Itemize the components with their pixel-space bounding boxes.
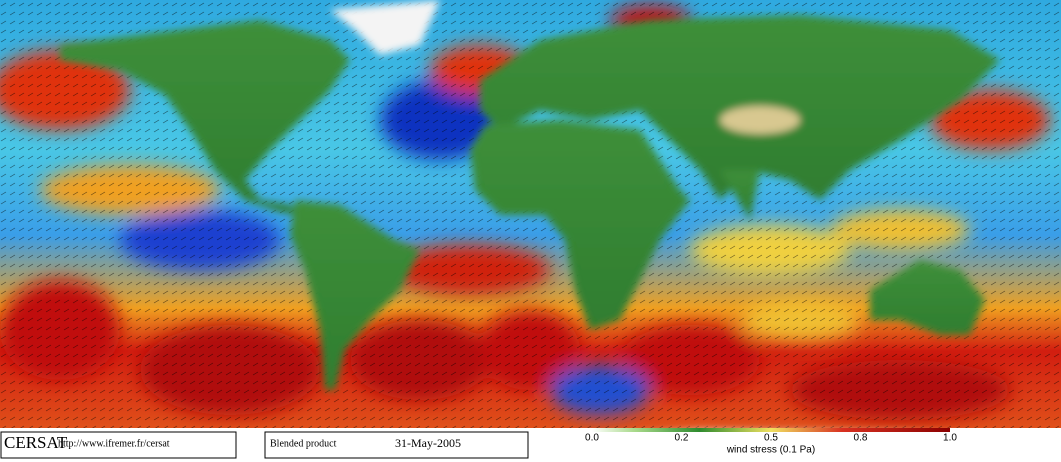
logo-box: [0, 431, 237, 459]
colorbar-label: 0.0: [585, 433, 599, 444]
product-box: [264, 431, 529, 459]
url: http://www.ifremer.fr/cersat: [58, 438, 170, 449]
date: 31-May-2005: [395, 436, 461, 450]
logo: CERSAT: [4, 433, 68, 452]
colorbar-label: 0.2: [675, 433, 689, 444]
product: Blended product: [270, 438, 337, 449]
colorbar-label: 0.5: [764, 433, 778, 444]
colorbar-label: 0.8: [854, 433, 868, 444]
colorbar-title: wind stress (0.1 Pa): [726, 445, 815, 456]
colorbar: [592, 428, 950, 432]
colorbar-label: 1.0: [943, 433, 957, 444]
colorbar-labels: 0.0 0.2 0.5 0.8 1.0: [585, 433, 957, 444]
